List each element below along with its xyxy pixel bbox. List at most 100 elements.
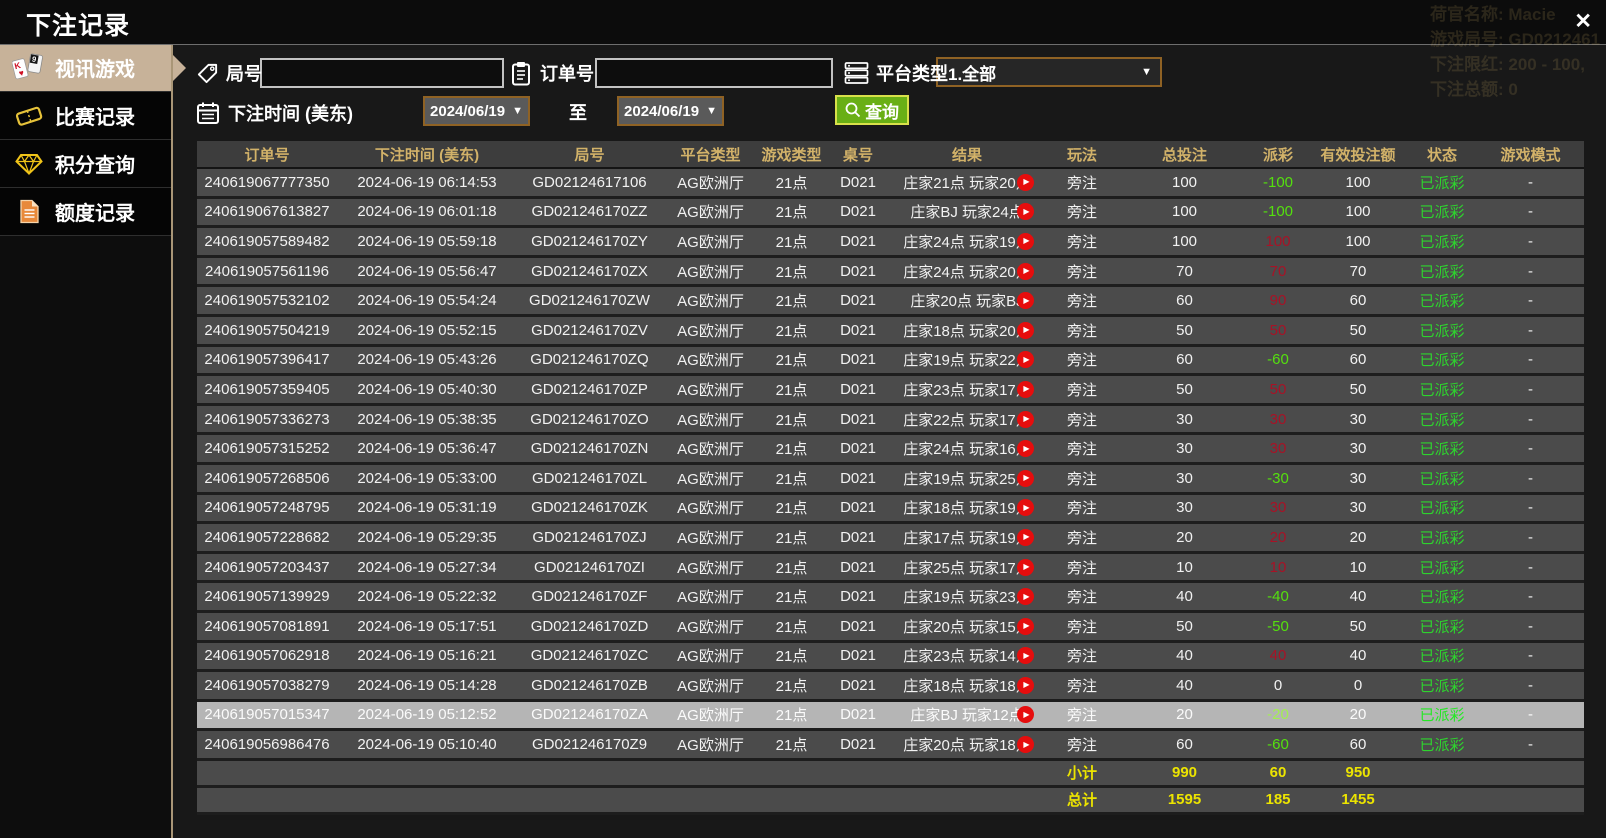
play-video-icon[interactable]: ▶	[1017, 617, 1034, 635]
date-from-select[interactable]: 2024/06/19 ▼	[423, 96, 530, 126]
cell-platform: AG欧洲厅	[677, 322, 744, 340]
result-text: 庄家23点 玩家17点	[903, 381, 1031, 399]
cell-game_type: 21点	[775, 737, 808, 755]
column-header-play: 玩法	[1066, 146, 1097, 164]
result-text: 庄家19点 玩家25点	[903, 470, 1031, 488]
table-row[interactable]: 240619057203437 2024-06-19 05:27:34 GD0212…	[197, 553, 1584, 584]
close-icon[interactable]: ✕	[1574, 10, 1592, 33]
cell-table_no: D021	[840, 321, 876, 339]
table-row[interactable]: 240619067777350 2024-06-19 06:14:53 GD0212…	[197, 169, 1584, 199]
date-to-label: 至	[569, 103, 587, 123]
cell-play: 旁注	[1066, 500, 1097, 518]
table-row[interactable]: 240619067613827 2024-06-19 06:01:18 GD0212…	[197, 198, 1584, 229]
cell-payout: 40	[1269, 647, 1287, 665]
column-header-round: 局号	[574, 146, 605, 164]
play-video-icon[interactable]: ▶	[1017, 647, 1034, 665]
sidebar-item-label: 额度记录	[55, 203, 135, 225]
table-row[interactable]: 240619057396417 2024-06-19 05:43:26 GD0212…	[197, 346, 1584, 377]
cell-result: 庄家22点 玩家17点 ▶	[892, 409, 1042, 430]
round-input[interactable]	[260, 58, 504, 88]
play-video-icon[interactable]: ▶	[1017, 736, 1034, 754]
play-video-icon[interactable]: ▶	[1017, 351, 1034, 369]
query-button[interactable]: 查询	[835, 95, 909, 125]
play-triangle: ▶	[1023, 206, 1030, 216]
sidebar-item-比赛记录[interactable]: 比赛记录	[0, 92, 171, 140]
cell-payout: 100	[1265, 232, 1291, 250]
play-video-icon[interactable]: ▶	[1017, 262, 1034, 280]
cell-result: 庄家BJ 玩家12点 ▶	[892, 704, 1042, 725]
play-video-icon[interactable]: ▶	[1017, 706, 1034, 724]
play-video-icon[interactable]: ▶	[1017, 499, 1034, 517]
play-triangle: ▶	[1023, 443, 1030, 453]
table-row[interactable]: 240619057248795 2024-06-19 05:31:19 GD0212…	[197, 494, 1584, 525]
play-triangle: ▶	[1023, 414, 1030, 424]
table-row[interactable]: 240619057336273 2024-06-19 05:38:35 GD0212…	[197, 405, 1584, 436]
cell-mode: -	[1528, 617, 1533, 635]
table-row[interactable]: 240619057504219 2024-06-19 05:52:15 GD0212…	[197, 316, 1584, 347]
column-header-platform: 平台类型	[680, 146, 741, 164]
play-triangle: ▶	[1023, 739, 1030, 749]
play-triangle: ▶	[1023, 680, 1030, 690]
cell-time: 2024-06-19 05:17:51	[357, 617, 497, 635]
cell-result: 庄家23点 玩家17点 ▶	[892, 379, 1042, 400]
play-video-icon[interactable]: ▶	[1017, 203, 1034, 221]
play-triangle: ▶	[1023, 562, 1030, 572]
play-video-icon[interactable]: ▶	[1017, 440, 1034, 458]
play-video-icon[interactable]: ▶	[1017, 410, 1034, 428]
cell-play: 旁注	[1066, 559, 1097, 577]
table-row[interactable]: 240619057589482 2024-06-19 05:59:18 GD0212…	[197, 228, 1584, 258]
play-video-icon[interactable]: ▶	[1017, 588, 1034, 606]
table-row[interactable]: 240619057315252 2024-06-19 05:36:47 GD0212…	[197, 435, 1584, 465]
table-row[interactable]: 240619057139929 2024-06-19 05:22:32 GD0212…	[197, 583, 1584, 613]
play-video-icon[interactable]: ▶	[1017, 292, 1034, 310]
cell-valid_bet: 50	[1349, 380, 1367, 398]
cell-game_type: 21点	[775, 529, 808, 547]
play-video-icon[interactable]: ▶	[1017, 469, 1034, 487]
cell-platform: AG欧洲厅	[677, 589, 744, 607]
bet-time-label: 下注时间 (美东)	[228, 104, 353, 124]
table-row[interactable]: 240619057038279 2024-06-19 05:14:28 GD0212…	[197, 672, 1584, 702]
cell-order: 240619057359405	[204, 380, 330, 398]
table-row[interactable]: 240619057228682 2024-06-19 05:29:35 GD0212…	[197, 524, 1584, 554]
sidebar-item-积分查询[interactable]: 积分查询	[0, 140, 171, 188]
result-text: 庄家BJ 玩家24点	[910, 204, 1024, 222]
play-video-icon[interactable]: ▶	[1017, 380, 1034, 398]
result-text: 庄家25点 玩家17点	[903, 559, 1031, 577]
table-row[interactable]: 240619057359405 2024-06-19 05:40:30 GD0212…	[197, 376, 1584, 406]
cell-game_type: 21点	[775, 441, 808, 459]
table-row[interactable]: 240619057268506 2024-06-19 05:33:00 GD0212…	[197, 464, 1584, 495]
cell-payout: 10	[1269, 558, 1287, 576]
play-video-icon[interactable]: ▶	[1017, 173, 1034, 191]
cell-total_bet: 50	[1176, 380, 1193, 398]
cell-total_bet: 40	[1176, 676, 1193, 694]
cell-play: 旁注	[1066, 322, 1097, 340]
date-to-select[interactable]: 2024/06/19 ▼	[617, 96, 724, 126]
table-row[interactable]: 240619056986476 2024-06-19 05:10:40 GD0212…	[197, 731, 1584, 761]
play-video-icon[interactable]: ▶	[1017, 321, 1034, 339]
play-video-icon[interactable]: ▶	[1017, 558, 1034, 576]
cell-table_no: D021	[840, 499, 876, 517]
calendar-icon	[195, 97, 221, 129]
cell-round: GD021246170ZX	[531, 262, 648, 280]
table-row[interactable]: 240619057015347 2024-06-19 05:12:52 GD0212…	[197, 701, 1584, 732]
play-video-icon[interactable]: ▶	[1017, 676, 1034, 694]
table-row[interactable]: 240619057532102 2024-06-19 05:54:24 GD0212…	[197, 287, 1584, 317]
cell-valid_bet: 30	[1349, 469, 1367, 487]
sidebar-item-视讯游戏[interactable]: 9 K ♥ 视讯游戏	[0, 44, 171, 92]
table-row[interactable]: 240619057062918 2024-06-19 05:16:21 GD0212…	[197, 642, 1584, 673]
play-video-icon[interactable]: ▶	[1017, 528, 1034, 546]
cell-result: 庄家19点 玩家25点 ▶	[892, 468, 1042, 489]
result-text: 庄家24点 玩家20点	[903, 263, 1031, 281]
platform-select[interactable]: 1.全部 ▼	[936, 57, 1162, 87]
table-row[interactable]: 240619057081891 2024-06-19 05:17:51 GD0212…	[197, 612, 1584, 643]
result-text: 庄家24点 玩家16点	[903, 441, 1031, 459]
sidebar-item-额度记录[interactable]: 额度记录	[0, 188, 171, 236]
table-row[interactable]: 240619057561196 2024-06-19 05:56:47 GD0212…	[197, 257, 1584, 288]
play-triangle: ▶	[1023, 384, 1030, 394]
order-input[interactable]	[595, 58, 833, 88]
play-video-icon[interactable]: ▶	[1017, 232, 1034, 250]
cell-valid_bet: 10	[1349, 558, 1367, 576]
cell-table_no: D021	[840, 469, 876, 487]
cell-result: 庄家20点 玩家18点 ▶	[892, 734, 1042, 755]
cell-platform: AG欧洲厅	[677, 529, 744, 547]
